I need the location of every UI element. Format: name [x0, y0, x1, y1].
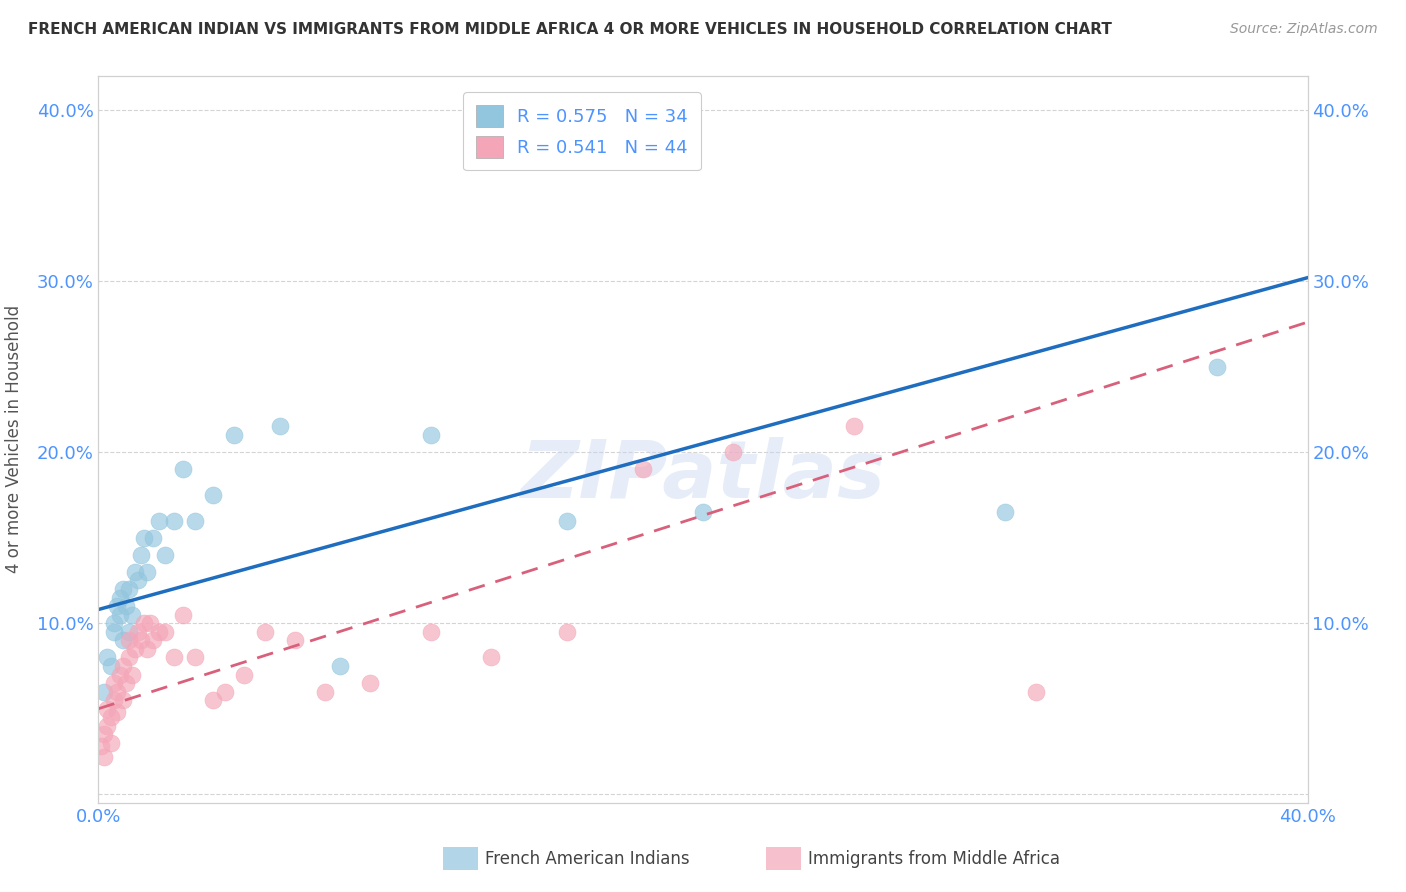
Point — [420, 624, 443, 639]
Point — [142, 633, 165, 648]
Point — [103, 624, 125, 639]
Point — [139, 616, 162, 631]
Point — [127, 574, 149, 588]
Y-axis label: 4 or more Vehicles in Household: 4 or more Vehicles in Household — [4, 305, 22, 574]
Text: Source: ZipAtlas.com: Source: ZipAtlas.com — [1230, 22, 1378, 37]
Point — [723, 445, 745, 459]
Point — [121, 607, 143, 622]
Point — [118, 633, 141, 648]
Point — [132, 531, 155, 545]
Point — [103, 676, 125, 690]
Point — [111, 659, 134, 673]
Text: Immigrants from Middle Africa: Immigrants from Middle Africa — [808, 850, 1060, 868]
Point — [224, 428, 246, 442]
Point — [129, 548, 152, 562]
Point — [96, 719, 118, 733]
Point — [111, 693, 134, 707]
Point — [481, 650, 503, 665]
Point — [111, 633, 134, 648]
Point — [420, 428, 443, 442]
Point — [108, 607, 131, 622]
Point — [555, 514, 578, 528]
Text: FRENCH AMERICAN INDIAN VS IMMIGRANTS FROM MIDDLE AFRICA 4 OR MORE VEHICLES IN HO: FRENCH AMERICAN INDIAN VS IMMIGRANTS FRO… — [28, 22, 1112, 37]
Point — [172, 462, 194, 476]
Point — [163, 650, 186, 665]
Point — [93, 749, 115, 764]
Point — [142, 531, 165, 545]
Point — [202, 488, 225, 502]
Point — [153, 548, 176, 562]
Point — [100, 659, 122, 673]
Point — [202, 693, 225, 707]
Point — [127, 624, 149, 639]
Point — [114, 599, 136, 613]
Point — [108, 667, 131, 681]
Point — [135, 565, 157, 579]
Point — [105, 599, 128, 613]
Text: ZIPatlas: ZIPatlas — [520, 437, 886, 515]
Point — [118, 624, 141, 639]
Point — [105, 684, 128, 698]
Legend: R = 0.575   N = 34, R = 0.541   N = 44: R = 0.575 N = 34, R = 0.541 N = 44 — [464, 92, 700, 170]
Point — [148, 624, 170, 639]
Point — [555, 624, 578, 639]
Point — [994, 505, 1017, 519]
Point — [124, 641, 146, 656]
Point — [129, 633, 152, 648]
Point — [118, 650, 141, 665]
Point — [184, 650, 207, 665]
Point — [360, 676, 382, 690]
Text: French American Indians: French American Indians — [485, 850, 690, 868]
Point — [100, 710, 122, 724]
Point — [1024, 684, 1046, 698]
Point — [100, 736, 122, 750]
Point — [103, 616, 125, 631]
Point — [172, 607, 194, 622]
Point — [132, 616, 155, 631]
Point — [214, 684, 236, 698]
Point — [103, 693, 125, 707]
Point — [96, 650, 118, 665]
Point — [314, 684, 336, 698]
Point — [232, 667, 254, 681]
Point — [108, 591, 131, 605]
Point — [1206, 359, 1229, 374]
Point — [93, 727, 115, 741]
Point — [105, 705, 128, 719]
Point — [163, 514, 186, 528]
Point — [329, 659, 352, 673]
Point — [148, 514, 170, 528]
Point — [692, 505, 714, 519]
Point — [90, 739, 112, 754]
Point — [269, 419, 291, 434]
Point — [111, 582, 134, 596]
Point — [844, 419, 866, 434]
Point — [114, 676, 136, 690]
Point — [96, 702, 118, 716]
Point — [631, 462, 654, 476]
Point — [135, 641, 157, 656]
Point — [184, 514, 207, 528]
Point — [121, 667, 143, 681]
Point — [118, 582, 141, 596]
Point — [93, 684, 115, 698]
Point — [124, 565, 146, 579]
Point — [253, 624, 276, 639]
Point — [153, 624, 176, 639]
Point — [284, 633, 307, 648]
